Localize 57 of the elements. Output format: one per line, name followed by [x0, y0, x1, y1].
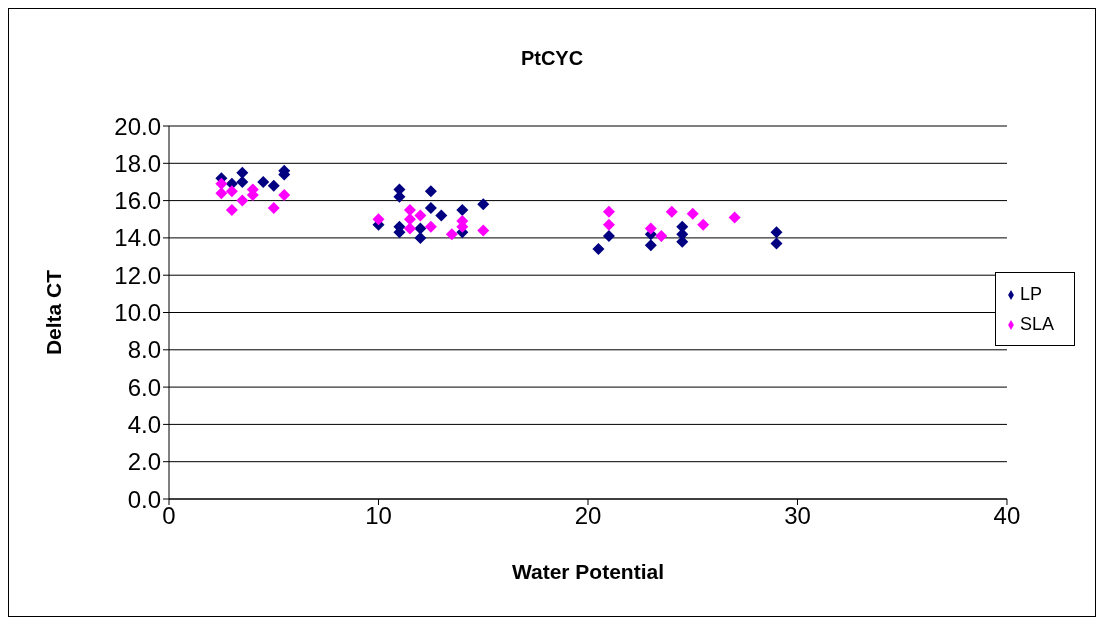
point — [644, 239, 657, 252]
y-tick-label: 2.0 — [127, 448, 161, 476]
x-tick-label: 20 — [574, 502, 602, 530]
point — [225, 203, 238, 216]
point — [267, 202, 280, 215]
point — [456, 203, 469, 216]
point — [477, 198, 490, 211]
x-tick-label: 0 — [162, 502, 176, 530]
point — [602, 205, 615, 218]
point — [236, 194, 249, 207]
y-axis-title: Delta CT — [42, 269, 66, 356]
y-tick-label: 20.0 — [114, 112, 161, 140]
point — [403, 222, 416, 235]
point — [770, 226, 783, 239]
y-tick-label: 12.0 — [114, 261, 161, 289]
x-axis-title: Water Potential — [511, 560, 665, 583]
point — [602, 230, 615, 243]
y-tick-label: 0.0 — [127, 485, 161, 513]
y-tick-label: 18.0 — [114, 149, 161, 177]
point — [414, 222, 427, 235]
point — [665, 205, 678, 218]
y-tick-label: 6.0 — [127, 373, 161, 401]
point — [414, 209, 427, 222]
x-tick-label: 10 — [365, 502, 392, 530]
point — [592, 243, 605, 256]
point — [403, 203, 416, 216]
point — [267, 179, 280, 192]
point — [236, 166, 249, 179]
point — [435, 209, 448, 222]
point — [215, 177, 228, 190]
point — [424, 202, 437, 215]
point — [770, 237, 783, 250]
point — [215, 187, 228, 200]
x-tick-label: 30 — [784, 502, 811, 530]
y-tick-label: 10.0 — [114, 299, 161, 327]
point — [445, 228, 458, 241]
point — [602, 218, 615, 231]
point — [477, 224, 490, 237]
point — [655, 230, 668, 243]
point — [225, 185, 238, 198]
point — [697, 218, 710, 231]
y-tick-label: 8.0 — [127, 336, 161, 364]
y-tick-label: 16.0 — [114, 187, 161, 215]
point — [372, 213, 385, 226]
point — [278, 189, 291, 202]
point — [257, 175, 270, 188]
point — [686, 207, 699, 220]
y-tick-label: 14.0 — [114, 224, 161, 252]
x-tick-label: 40 — [993, 502, 1021, 530]
chart-title: PtCYC — [519, 47, 585, 70]
legend-label: SLA — [1019, 314, 1054, 334]
point — [728, 211, 741, 224]
point — [424, 185, 437, 198]
y-tick-label: 4.0 — [127, 410, 161, 438]
point — [644, 222, 657, 235]
point — [424, 220, 437, 233]
legend-label: LP — [1019, 284, 1042, 304]
